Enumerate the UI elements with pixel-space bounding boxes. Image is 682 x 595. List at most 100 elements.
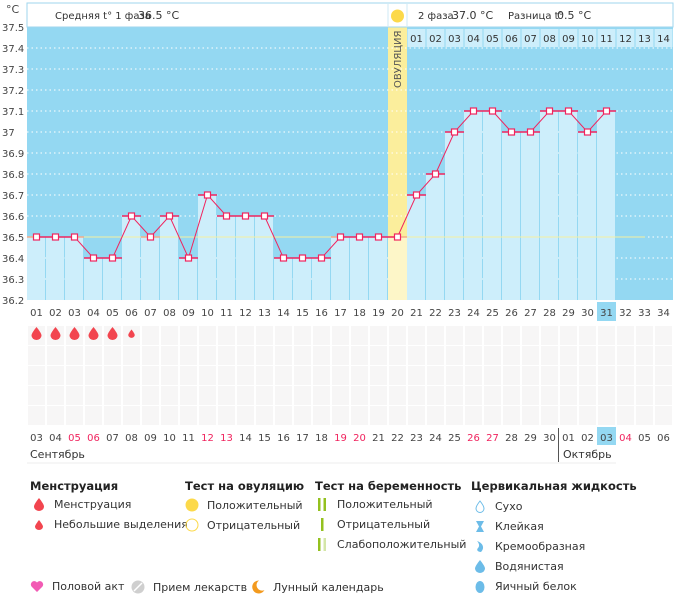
temperature-point — [564, 107, 573, 115]
event-cell — [541, 386, 558, 405]
temperature-bar — [65, 237, 83, 300]
legend-label: Прием лекарств — [153, 580, 248, 594]
blood-drop-icon — [50, 327, 61, 340]
event-cell — [484, 406, 501, 425]
legend-label: Сухо — [495, 500, 523, 513]
event-cell — [180, 326, 197, 345]
header-box — [26, 2, 674, 28]
event-cell — [218, 366, 235, 385]
event-cell — [275, 346, 292, 365]
event-cell — [294, 366, 311, 385]
legend-lunar: Лунный календарь — [251, 580, 384, 594]
temperature-bar — [578, 132, 596, 300]
calendar-date: 11 — [182, 433, 195, 444]
event-cell — [123, 386, 140, 405]
temperature-bar — [483, 111, 501, 300]
phase2-day-cell — [616, 29, 635, 47]
y-tick-label: 36.7 — [2, 191, 24, 202]
temperature-bar — [331, 237, 349, 300]
x-tick-label: 17 — [334, 308, 347, 319]
event-cell — [66, 346, 83, 365]
legend-label: Положительный — [337, 498, 433, 511]
temperature-point — [203, 191, 212, 199]
event-cell — [579, 386, 596, 405]
event-cell — [503, 366, 520, 385]
two-lines-icon — [315, 498, 329, 511]
x-tick-label: 01 — [30, 308, 43, 319]
small-drop-icon — [32, 519, 46, 530]
event-cell — [66, 406, 83, 425]
temperature-point — [127, 212, 136, 220]
event-cell — [85, 406, 102, 425]
month-october: Октябрь — [563, 448, 612, 461]
event-cell — [598, 366, 615, 385]
temperature-bar — [350, 237, 368, 300]
temperature-bar — [597, 111, 615, 300]
phase1-label: Средняя t° 1 фаза — [55, 11, 151, 22]
event-cell — [313, 406, 330, 425]
event-cell — [199, 326, 216, 345]
temperature-point — [602, 107, 611, 115]
temperature-point — [260, 212, 269, 220]
event-cell — [161, 326, 178, 345]
event-cell — [237, 346, 254, 365]
temperature-point — [146, 233, 155, 241]
event-cell — [104, 386, 121, 405]
calendar-date: 25 — [448, 433, 461, 444]
calendar-date: 30 — [543, 433, 556, 444]
blood-drop-icon — [32, 498, 46, 511]
x-tick-label: 15 — [296, 308, 309, 319]
event-cell — [85, 346, 102, 365]
calendar-date: 16 — [277, 433, 290, 444]
temperature-point — [583, 128, 592, 136]
event-cell — [427, 366, 444, 385]
temperature-point — [184, 254, 193, 262]
event-cell — [408, 346, 425, 365]
phase2-value: 37.0 °C — [452, 9, 493, 22]
x-tick-label: 14 — [277, 308, 290, 319]
calendar-date: 12 — [201, 433, 214, 444]
event-cell — [104, 366, 121, 385]
temperature-point — [108, 254, 117, 262]
event-cell — [389, 406, 406, 425]
event-cell — [218, 406, 235, 425]
diff-value: 0.5 °C — [557, 9, 591, 22]
event-cell — [351, 386, 368, 405]
legend-intercourse: Половой акт — [30, 580, 124, 593]
legend-cervical-sticky: Клейкая — [473, 520, 544, 533]
event-cell — [85, 366, 102, 385]
phase2-day-cell — [521, 29, 540, 47]
phase2-day-label: 04 — [467, 34, 480, 45]
x-tick-label: 21 — [410, 308, 423, 319]
moon-icon — [251, 580, 265, 594]
event-cell — [180, 366, 197, 385]
event-cell — [541, 326, 558, 345]
temperature-point — [355, 233, 364, 241]
legend-spotting: Небольшие выделения — [32, 518, 188, 531]
legend-label: Менструация — [54, 498, 132, 511]
phase2-day-label: 10 — [581, 34, 594, 45]
event-cell — [446, 346, 463, 365]
event-cell — [351, 326, 368, 345]
month-september: Сентябрь — [30, 448, 85, 461]
legend-ovulation-positive: Положительный — [185, 498, 303, 512]
legend-cervical-dry: Сухо — [473, 500, 522, 513]
event-cell — [256, 406, 273, 425]
today-highlight — [597, 427, 616, 445]
calendar-date: 27 — [486, 433, 499, 444]
event-cell — [598, 386, 615, 405]
event-cell — [617, 386, 634, 405]
calendar-date: 14 — [239, 433, 252, 444]
event-cell — [294, 406, 311, 425]
y-tick-label: 36.5 — [2, 233, 24, 244]
event-cell — [408, 406, 425, 425]
event-cell — [256, 366, 273, 385]
event-cell — [617, 326, 634, 345]
event-cell — [465, 386, 482, 405]
event-cell — [541, 406, 558, 425]
legend-label: Слабоположительный — [337, 538, 467, 551]
x-tick-label: 34 — [657, 308, 670, 319]
event-cell — [522, 366, 539, 385]
phase2-day-label: 13 — [638, 34, 651, 45]
